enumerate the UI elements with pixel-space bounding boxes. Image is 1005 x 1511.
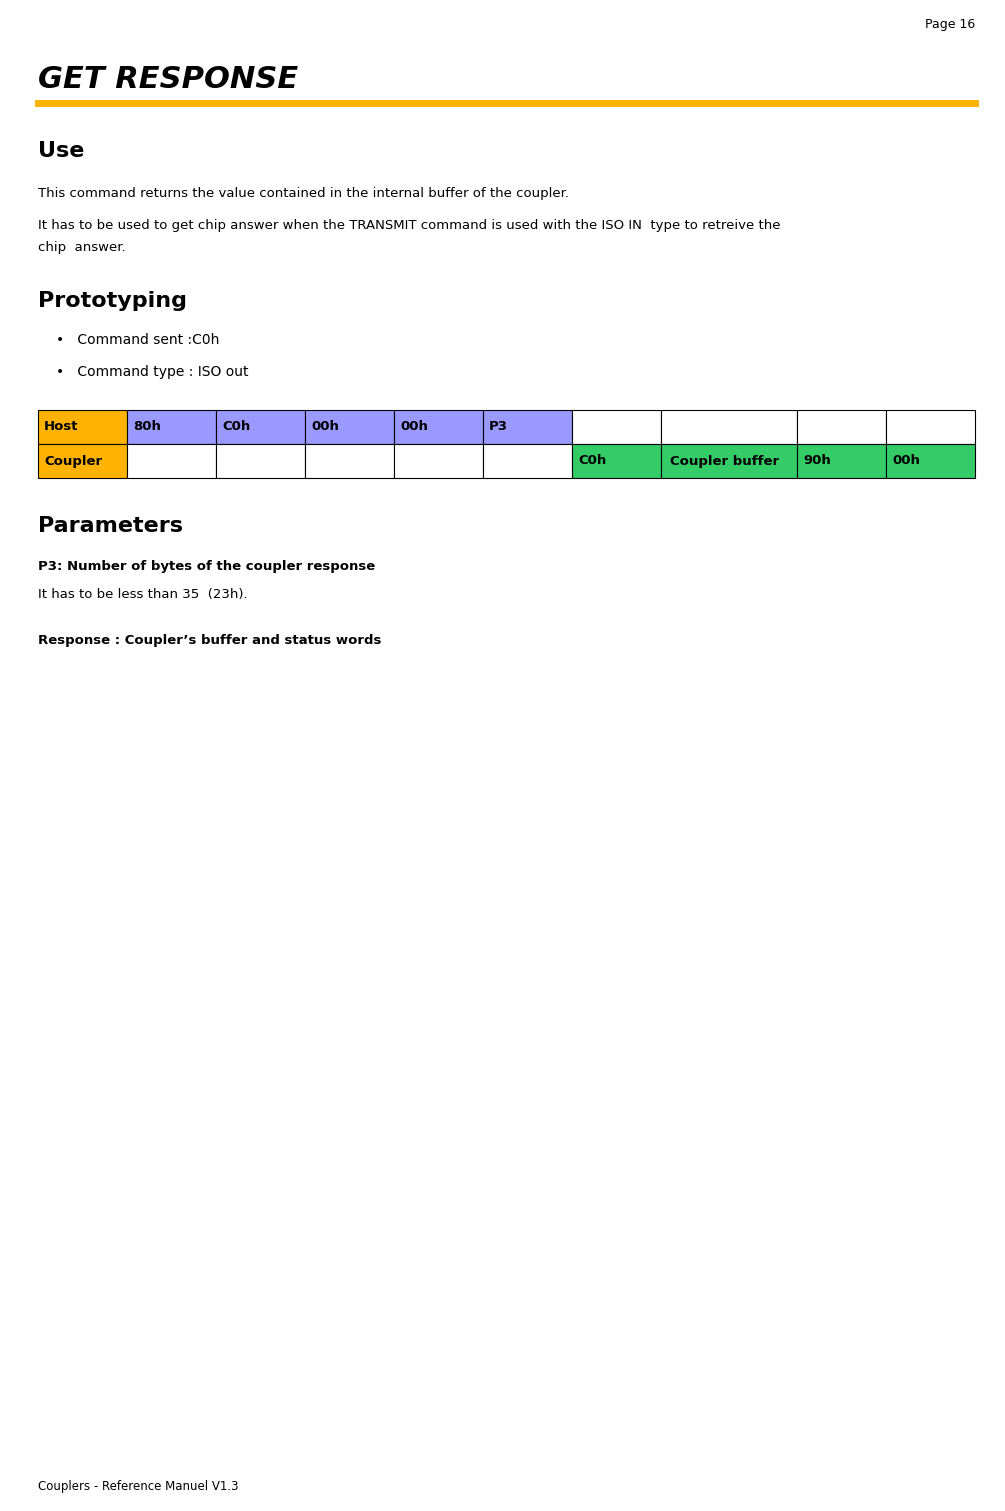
- Bar: [661, 444, 797, 477]
- Bar: [394, 444, 483, 477]
- Bar: [797, 409, 886, 444]
- Text: This command returns the value contained in the internal buffer of the coupler.: This command returns the value contained…: [38, 187, 569, 199]
- Bar: [661, 409, 797, 444]
- Bar: [886, 409, 975, 444]
- Bar: [572, 409, 661, 444]
- Bar: [483, 444, 572, 477]
- Bar: [886, 444, 975, 477]
- Text: 80h: 80h: [134, 420, 161, 434]
- Text: chip  answer.: chip answer.: [38, 240, 126, 254]
- Text: Host: Host: [44, 420, 78, 434]
- Text: Response : Coupler’s buffer and status words: Response : Coupler’s buffer and status w…: [38, 635, 381, 647]
- Text: 90h: 90h: [803, 455, 831, 467]
- Text: Coupler: Coupler: [44, 455, 103, 467]
- Text: Page 16: Page 16: [925, 18, 975, 32]
- Text: C0h: C0h: [222, 420, 250, 434]
- Text: 00h: 00h: [892, 455, 921, 467]
- Text: Parameters: Parameters: [38, 515, 183, 536]
- Text: Use: Use: [38, 141, 84, 162]
- Text: •   Command sent :C0h: • Command sent :C0h: [56, 332, 219, 348]
- Text: 00h: 00h: [312, 420, 339, 434]
- Bar: [394, 409, 483, 444]
- Text: Prototyping: Prototyping: [38, 292, 187, 311]
- Text: 00h: 00h: [400, 420, 428, 434]
- Bar: [305, 444, 394, 477]
- Bar: [572, 444, 661, 477]
- Text: Coupler buffer: Coupler buffer: [670, 455, 780, 467]
- Text: It has to be less than 35  (23h).: It has to be less than 35 (23h).: [38, 588, 247, 601]
- Text: It has to be used to get chip answer when the TRANSMIT command is used with the : It has to be used to get chip answer whe…: [38, 219, 781, 233]
- Bar: [38, 444, 127, 477]
- Text: P3: P3: [489, 420, 509, 434]
- Bar: [305, 409, 394, 444]
- Bar: [216, 444, 305, 477]
- Bar: [38, 409, 127, 444]
- Bar: [483, 409, 572, 444]
- Bar: [127, 409, 216, 444]
- Text: •   Command type : ISO out: • Command type : ISO out: [56, 366, 248, 379]
- Text: C0h: C0h: [578, 455, 606, 467]
- Bar: [797, 444, 886, 477]
- Bar: [216, 409, 305, 444]
- Text: Couplers - Reference Manuel V1.3: Couplers - Reference Manuel V1.3: [38, 1479, 238, 1493]
- Text: GET RESPONSE: GET RESPONSE: [38, 65, 298, 94]
- Bar: [127, 444, 216, 477]
- Text: P3: Number of bytes of the coupler response: P3: Number of bytes of the coupler respo…: [38, 561, 375, 573]
